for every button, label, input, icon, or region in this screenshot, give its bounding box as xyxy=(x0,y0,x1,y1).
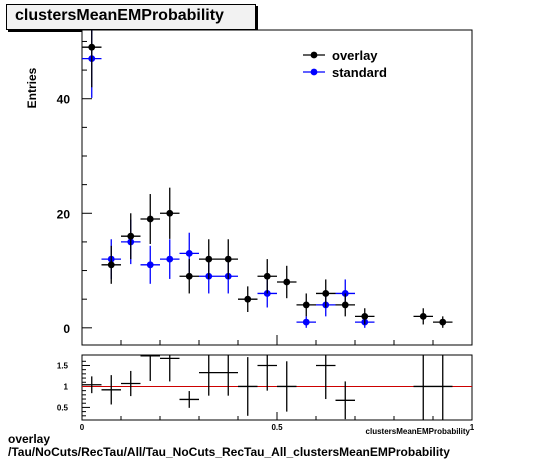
overlay-point-5 xyxy=(185,272,193,280)
ratio-plot: 0.5 1 1.5 0 0.5 1 clustersMeanEMProbability xyxy=(57,354,475,436)
overlay-point-10 xyxy=(283,278,291,286)
overlay-point-9 xyxy=(263,272,271,280)
ratio-x-tick-label-1: 1 xyxy=(470,423,475,432)
main-ticks: 0 20 40 xyxy=(57,40,473,345)
legend-label-standard: standard xyxy=(332,65,387,80)
footer-path: /Tau/NoCuts/RecTau/All/Tau_NoCuts_RecTau… xyxy=(8,445,450,459)
y-tick-label-40: 40 xyxy=(57,93,71,107)
ratio-ticks: 0.5 1 1.5 0 0.5 1 xyxy=(57,360,475,432)
legend-marker-overlay xyxy=(310,51,318,59)
legend: overlay standard xyxy=(303,48,387,80)
y-tick-label-20: 20 xyxy=(57,207,71,221)
y-tick-label-0: 0 xyxy=(63,322,70,336)
overlay-point-3 xyxy=(146,215,154,223)
series-overlay xyxy=(82,30,453,328)
ratio-points xyxy=(82,355,453,420)
standard-point-5 xyxy=(185,249,193,257)
overlay-point-11 xyxy=(302,301,310,309)
overlay-point-12 xyxy=(322,290,330,297)
main-frame xyxy=(81,29,473,346)
overlay-point-7 xyxy=(224,255,232,263)
standard-point-4 xyxy=(166,255,174,263)
ratio-x-tick-label-0: 0 xyxy=(80,423,85,432)
overlay-point-16 xyxy=(439,318,447,326)
ratio-y-tick-label-0.5: 0.5 xyxy=(57,403,69,412)
overlay-point-13 xyxy=(341,301,349,309)
overlay-point-15 xyxy=(419,312,427,320)
legend-label-overlay: overlay xyxy=(332,48,378,63)
main-plot: 0 20 40 Entries overlay standard xyxy=(25,29,473,346)
main-points xyxy=(82,30,453,328)
overlay-point-4 xyxy=(166,209,174,217)
standard-point-3 xyxy=(146,261,154,269)
overlay-point-8 xyxy=(244,295,252,303)
overlay-point-14 xyxy=(361,312,369,320)
standard-point-9 xyxy=(302,318,310,326)
footer-label: overlay xyxy=(8,432,51,446)
ratio-x-tick-label-0.5: 0.5 xyxy=(271,423,283,432)
overlay-point-0 xyxy=(88,43,96,51)
overlay-point-2 xyxy=(127,232,135,240)
title-box: clustersMeanEMProbability xyxy=(6,4,256,30)
ratio-y-tick-label-1: 1 xyxy=(64,382,69,391)
ratio-frame xyxy=(81,354,473,421)
overlay-point-1 xyxy=(107,261,115,269)
legend-marker-standard xyxy=(310,68,318,76)
x-axis-label: clustersMeanEMProbability xyxy=(366,427,471,436)
overlay-point-6 xyxy=(205,255,213,263)
chart-title: clustersMeanEMProbability xyxy=(15,7,224,24)
ratio-y-tick-label-1.5: 1.5 xyxy=(57,361,69,370)
y-axis-label: Entries xyxy=(25,67,39,108)
